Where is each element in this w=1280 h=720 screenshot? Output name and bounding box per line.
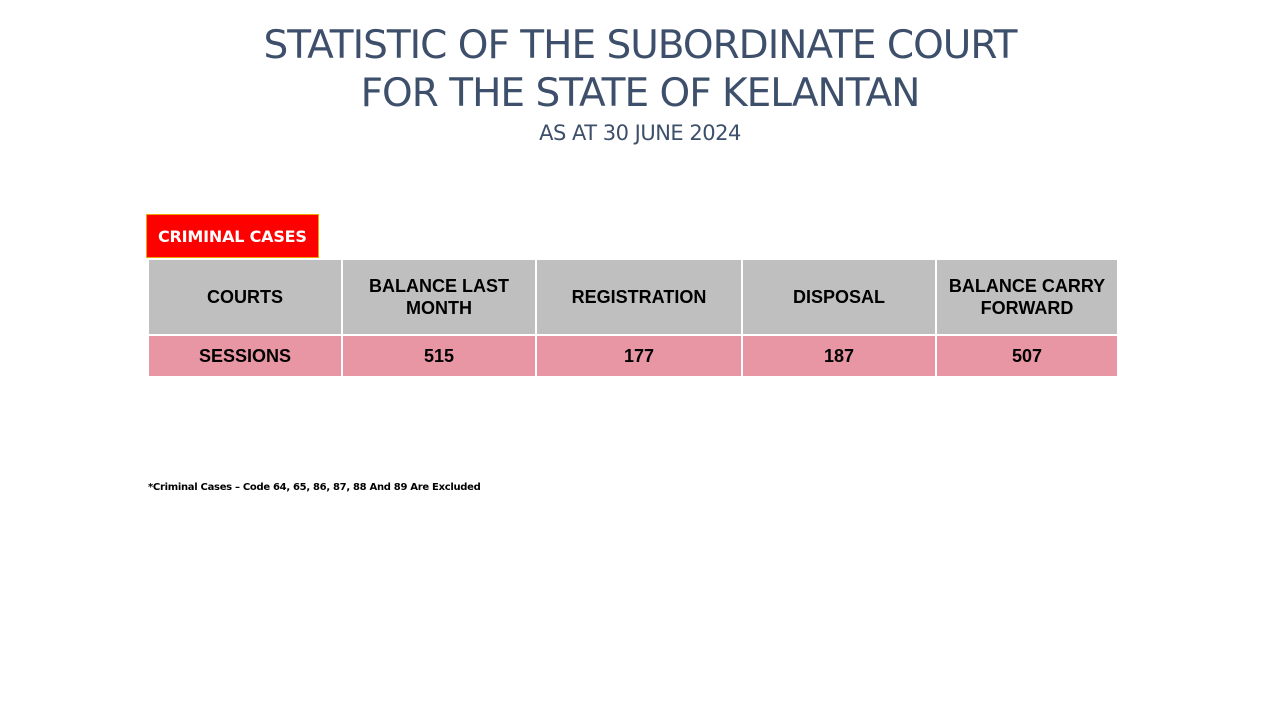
footnote: *Criminal Cases – Code 64, 65, 86, 87, 8… bbox=[148, 482, 481, 493]
table-header-row: COURTS BALANCE LAST MONTH REGISTRATION D… bbox=[147, 258, 1119, 336]
statistics-table: COURTS BALANCE LAST MONTH REGISTRATION D… bbox=[147, 258, 1119, 378]
section-label-criminal-cases: CRIMINAL CASES bbox=[146, 214, 319, 258]
cell-registration: 177 bbox=[535, 334, 743, 378]
title-line-1: STATISTIC OF THE SUBORDINATE COURT bbox=[263, 23, 1018, 68]
title-line-2: FOR THE STATE OF KELANTAN bbox=[360, 71, 921, 116]
column-header-registration: REGISTRATION bbox=[535, 258, 743, 336]
cell-court-name: SESSIONS bbox=[147, 334, 343, 378]
cell-disposal: 187 bbox=[741, 334, 937, 378]
cell-balance-carry-forward: 507 bbox=[935, 334, 1119, 378]
page-title: STATISTIC OF THE SUBORDINATE COURT FOR T… bbox=[0, 22, 1280, 148]
column-header-balance-last-month: BALANCE LAST MONTH bbox=[341, 258, 537, 336]
cell-balance-last-month: 515 bbox=[341, 334, 537, 378]
column-header-disposal: DISPOSAL bbox=[741, 258, 937, 336]
column-header-balance-carry-forward: BALANCE CARRY FORWARD bbox=[935, 258, 1119, 336]
table-row: SESSIONS 515 177 187 507 bbox=[147, 334, 1119, 378]
subtitle-date: AS AT 30 JUNE 2024 bbox=[539, 121, 741, 145]
column-header-courts: COURTS bbox=[147, 258, 343, 336]
